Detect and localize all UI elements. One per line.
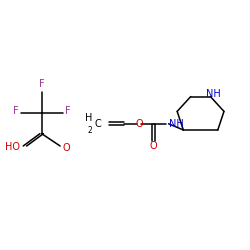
Text: O: O [150,141,158,151]
Text: F: F [13,106,18,117]
Text: 2: 2 [88,126,92,135]
Text: H: H [85,113,92,123]
Text: NH: NH [206,89,220,99]
Text: C: C [94,119,101,129]
Text: O: O [135,119,143,129]
Text: O: O [62,143,70,153]
Text: F: F [39,79,44,89]
Text: HO: HO [5,142,20,152]
Text: F: F [65,106,71,117]
Text: NH: NH [168,119,183,129]
